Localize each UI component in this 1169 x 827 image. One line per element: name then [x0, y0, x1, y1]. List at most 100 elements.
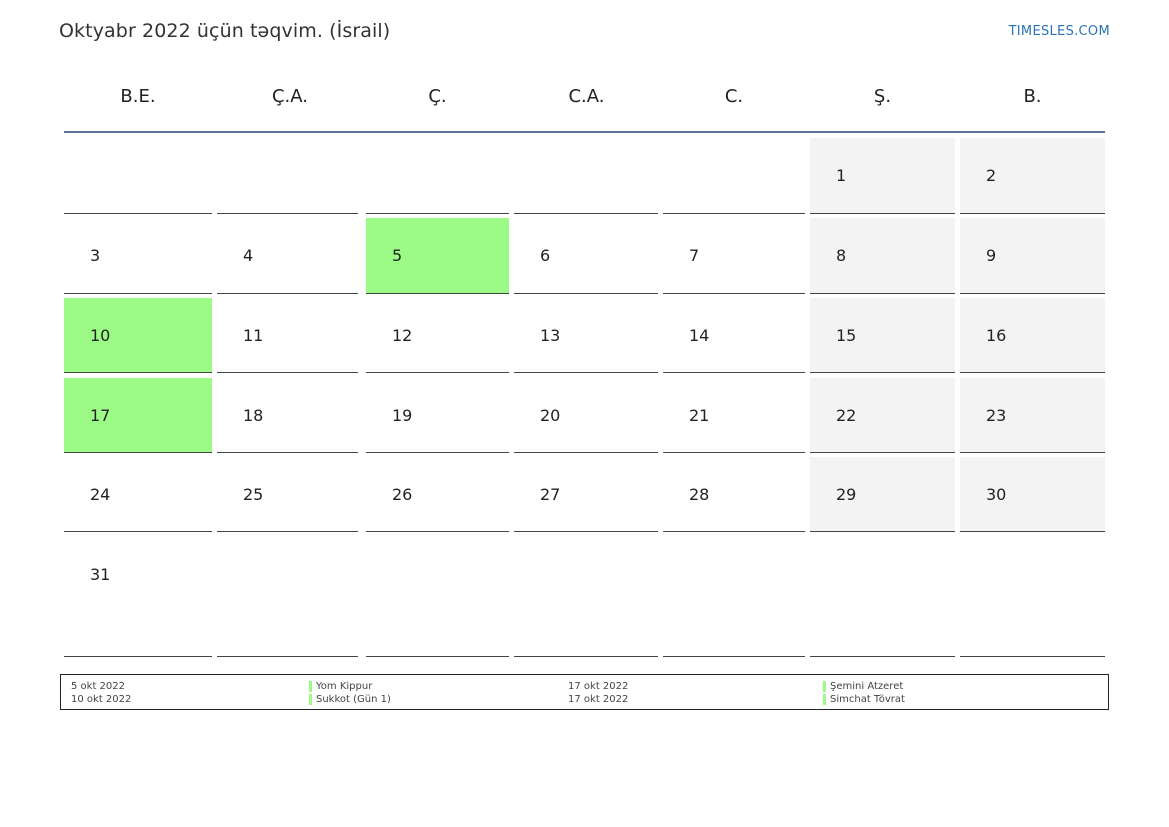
day-cell: 29	[810, 457, 955, 532]
day-cell-underline	[64, 213, 212, 214]
day-cell-underline	[514, 531, 658, 532]
day-number: 25	[243, 485, 264, 504]
day-cell: 22	[810, 378, 955, 453]
day-cell-underline	[663, 452, 805, 453]
day-cell-underline	[810, 372, 955, 373]
day-cell-underline	[810, 293, 955, 294]
day-cell	[366, 537, 509, 657]
day-number: 22	[836, 406, 857, 425]
day-number: 29	[836, 485, 857, 504]
day-number: 12	[392, 326, 413, 345]
day-number: 13	[540, 326, 561, 345]
day-cell: 12	[366, 298, 509, 373]
day-number: 16	[986, 326, 1007, 345]
day-cell-underline	[217, 372, 358, 373]
day-cell: 21	[663, 378, 805, 453]
day-cell: 10	[64, 298, 212, 373]
day-cell-underline	[217, 531, 358, 532]
day-cell-underline	[514, 656, 658, 657]
day-cell: 7	[663, 218, 805, 294]
day-cell-underline	[217, 213, 358, 214]
day-number: 10	[90, 326, 111, 345]
day-cell-underline	[960, 372, 1105, 373]
day-cell-underline	[217, 293, 358, 294]
day-cell	[64, 138, 212, 214]
site-link[interactable]: TIMESLES.COM	[1008, 24, 1110, 39]
day-cell: 19	[366, 378, 509, 453]
day-cell-underline	[810, 531, 955, 532]
day-cell: 1	[810, 138, 955, 214]
weekday-friday: C.	[724, 86, 744, 107]
day-cell-underline	[960, 452, 1105, 453]
weekday-header-row: B.E. Ç.A. Ç. C.A. C. Ş. B.	[64, 86, 1105, 116]
day-cell-underline	[514, 372, 658, 373]
weekday-saturday: Ş.	[873, 86, 892, 107]
day-number: 23	[986, 406, 1007, 425]
day-cell-underline	[366, 531, 509, 532]
day-cell-underline	[663, 293, 805, 294]
day-cell: 5	[366, 218, 509, 294]
legend-date: 10 okt 2022	[71, 694, 132, 705]
legend-color-marker	[823, 681, 826, 692]
day-cell: 13	[514, 298, 658, 373]
day-cell	[217, 537, 358, 657]
day-cell: 20	[514, 378, 658, 453]
day-cell-underline	[64, 656, 212, 657]
day-number: 2	[986, 166, 997, 185]
day-cell-underline	[960, 213, 1105, 214]
weekday-monday: B.E.	[120, 86, 156, 107]
legend-date: 5 okt 2022	[71, 681, 125, 692]
day-cell: 15	[810, 298, 955, 373]
page-title: Oktyabr 2022 üçün təqvim. (İsrail)	[59, 20, 391, 42]
day-cell-underline	[514, 293, 658, 294]
day-number: 9	[986, 246, 997, 265]
day-cell: 4	[217, 218, 358, 294]
day-cell: 6	[514, 218, 658, 294]
day-cell-underline	[663, 656, 805, 657]
weekday-tuesday: Ç.A.	[271, 86, 308, 107]
day-cell: 17	[64, 378, 212, 453]
legend-date: 17 okt 2022	[568, 681, 629, 692]
day-number: 1	[836, 166, 847, 185]
day-cell-underline	[366, 452, 509, 453]
day-number: 5	[392, 246, 403, 265]
day-cell	[663, 537, 805, 657]
day-number: 20	[540, 406, 561, 425]
day-cell: 8	[810, 218, 955, 294]
day-cell: 30	[960, 457, 1105, 532]
day-number: 21	[689, 406, 710, 425]
day-cell: 31	[64, 537, 212, 657]
legend-date: 17 okt 2022	[568, 694, 629, 705]
day-cell: 3	[64, 218, 212, 294]
day-number: 19	[392, 406, 413, 425]
day-number: 24	[90, 485, 111, 504]
day-number: 27	[540, 485, 561, 504]
day-cell	[663, 138, 805, 214]
day-cell-underline	[64, 372, 212, 373]
legend-color-marker	[309, 681, 312, 692]
day-cell	[960, 537, 1105, 657]
day-cell: 2	[960, 138, 1105, 214]
legend-holiday-name: Yom Kippur	[316, 681, 373, 692]
day-cell: 9	[960, 218, 1105, 294]
weekday-thursday: C.A.	[568, 86, 605, 107]
day-cell-underline	[64, 531, 212, 532]
day-number: 14	[689, 326, 710, 345]
legend-holiday-name: Simchat Tövrat	[830, 694, 905, 705]
day-cell: 18	[217, 378, 358, 453]
day-cell-underline	[514, 213, 658, 214]
day-cell: 14	[663, 298, 805, 373]
day-number: 3	[90, 246, 101, 265]
day-cell-underline	[810, 452, 955, 453]
day-cell-underline	[217, 452, 358, 453]
day-cell: 28	[663, 457, 805, 532]
day-number: 26	[392, 485, 413, 504]
day-number: 18	[243, 406, 264, 425]
day-cell: 23	[960, 378, 1105, 453]
day-cell-underline	[217, 656, 358, 657]
weekday-sunday: B.	[1023, 86, 1042, 107]
day-cell-underline	[960, 293, 1105, 294]
day-number: 8	[836, 246, 847, 265]
legend-holiday-name: Sukkot (Gün 1)	[316, 694, 391, 705]
day-number: 11	[243, 326, 264, 345]
